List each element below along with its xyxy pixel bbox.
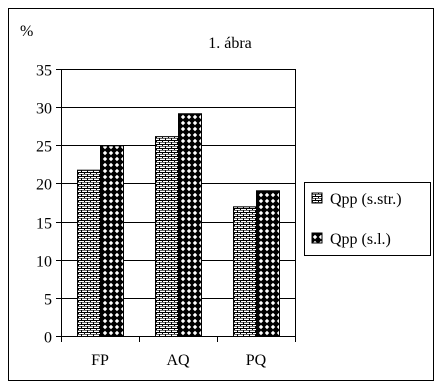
legend-label-series-1: Qpp (s.str.) <box>330 191 402 208</box>
legend-box <box>304 182 431 256</box>
y-tick-label-6: 30 <box>36 101 52 118</box>
legend-swatch-series-1 <box>311 192 323 204</box>
y-tick-label-5: 25 <box>36 139 52 156</box>
bar-aq-series-1 <box>155 136 179 337</box>
y-tick-label-2: 10 <box>36 254 52 271</box>
bar-pq-series-2 <box>256 190 280 337</box>
legend-label-series-2: Qpp (s.l.) <box>330 231 391 248</box>
y-tick-label-0: 0 <box>44 330 52 347</box>
x-tick-label-fp: FP <box>91 352 109 369</box>
bar-fp-series-1 <box>77 169 101 337</box>
x-tick-label-aq: AQ <box>166 352 190 369</box>
axes <box>56 69 296 342</box>
y-tick-labels: 0 5 10 15 20 25 30 35 <box>36 63 52 347</box>
bar-aq-series-2 <box>178 113 202 337</box>
chart-title: 1. ábra <box>208 35 252 52</box>
y-tick-label-3: 15 <box>36 216 52 233</box>
y-axis-label: % <box>20 23 33 40</box>
legend: Qpp (s.str.) Qpp (s.l.) <box>304 182 431 256</box>
y-tick-label-7: 35 <box>36 63 52 80</box>
y-tick-label-1: 5 <box>44 292 52 309</box>
bar-fp-series-2 <box>100 145 124 337</box>
x-tick-label-pq: PQ <box>246 352 267 369</box>
x-tick-labels: FP AQ PQ <box>91 352 267 369</box>
legend-swatch-series-2 <box>311 232 323 244</box>
bar-pq-series-1 <box>233 206 257 337</box>
bars <box>77 113 280 337</box>
y-tick-label-4: 20 <box>36 177 52 194</box>
